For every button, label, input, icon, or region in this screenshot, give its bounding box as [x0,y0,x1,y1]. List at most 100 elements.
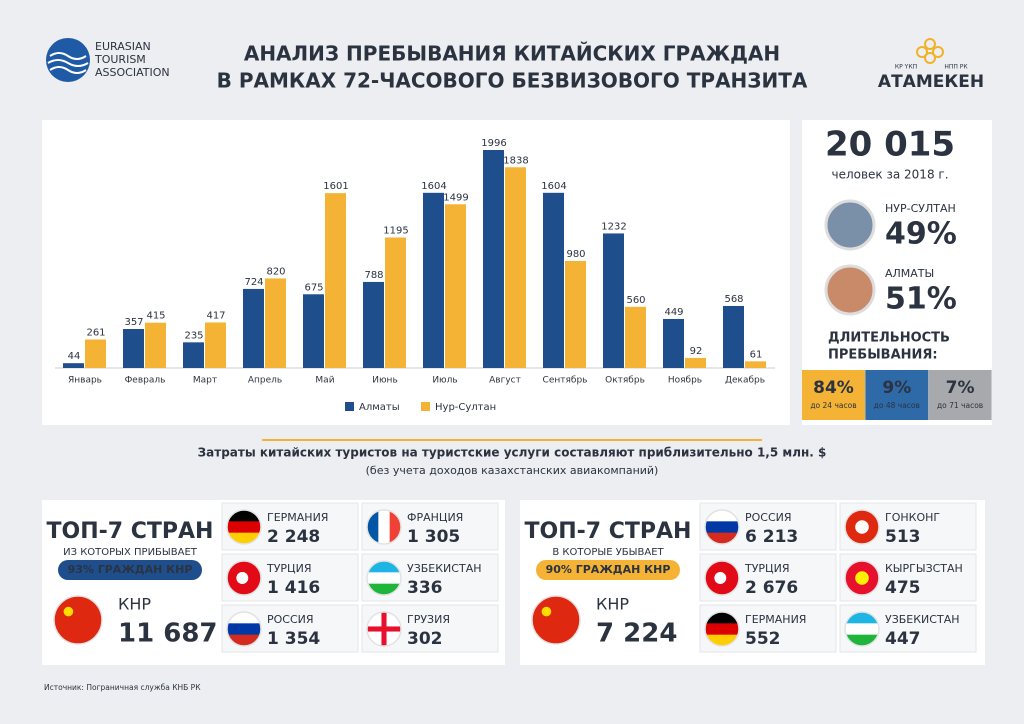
bar [445,204,466,368]
bar [685,357,706,368]
value-label: 1604 [421,181,446,192]
flag [227,612,261,646]
source: Источник: Пограничная служба КНБ РК [44,683,201,692]
duration-box [802,370,865,420]
value-label: 44 [68,351,81,362]
flag [227,510,261,544]
flag-stripe [705,532,739,544]
flag-stripe [367,572,401,585]
country-name: РОССИЯ [745,511,792,524]
flag-ring [366,560,402,596]
flag-ring [704,560,740,596]
flag-stripe [845,634,879,646]
country-name: ГЕРМАНИЯ [745,613,806,626]
flag [705,612,739,646]
flag-emblem [236,572,249,584]
chart-panel [42,120,790,425]
flag [845,612,879,646]
logo-text: ASSOCIATION [95,66,170,79]
logo-icon [46,38,90,82]
value-label: 417 [206,310,225,321]
total: 20 015 [825,125,955,165]
country-name: УЗБЕКИСТАН [885,613,960,626]
value-label: 1499 [443,192,468,203]
logo-small: НПП РК [944,64,968,71]
bar [565,260,586,368]
bar [325,193,346,368]
duration-box [865,370,929,420]
country-value: 475 [885,578,921,598]
flag [227,561,261,595]
x-tick-label: Август [489,376,521,386]
flag-stripe [705,612,739,624]
bar [243,288,264,368]
flag-emblem [855,520,869,534]
bar [85,339,106,368]
x-tick-label: Сентябрь [543,376,588,386]
flag-ring [366,611,402,647]
country-name: ГЕРМАНИЯ [267,511,328,524]
flag-emblem [714,572,727,584]
bar [363,281,384,368]
value-label: 415 [146,311,165,322]
badge [536,560,680,580]
country-value: 447 [885,629,921,649]
x-tick-label: Март [193,376,217,386]
bar [723,305,744,368]
flag-stripe [227,521,261,534]
flag-stripe [227,612,261,624]
flag [367,510,401,544]
badge-text: 93% ГРАЖДАН КНР [68,563,193,576]
country-value: 1 416 [267,578,320,598]
duration-label: до 48 часов [874,401,920,410]
bar [145,322,166,368]
bar [385,237,406,368]
bar [265,278,286,368]
flag-stripe [705,521,739,534]
panel-title: ТОП-7 СТРАН [525,519,692,544]
country-value: 2 248 [267,527,320,547]
flag-stripe [845,623,879,636]
country-name: ГРУЗИЯ [407,613,450,626]
x-tick-label: Октябрь [605,376,645,386]
value-label: 568 [724,294,743,305]
x-tick-label: Ноябрь [668,376,702,386]
country-value: 302 [407,629,443,649]
duration-value: 84% [813,378,854,398]
city-photo [824,199,876,251]
city-photo [824,264,876,316]
flag-stripe [845,612,879,624]
atameken-icon [916,38,944,64]
flag-ring [704,509,740,545]
flag-field [54,596,102,644]
value-label: 61 [750,349,763,360]
flag-ring [531,595,581,645]
x-tick-label: Декабрь [725,376,765,386]
country-value: 552 [745,629,781,649]
flag-ring [366,509,402,545]
bar [63,363,84,368]
flag-stripe [227,634,261,646]
flag-stripe [705,510,739,522]
duration-label: до 71 часов [937,401,983,410]
city-name: НУР-СУЛТАН [885,202,956,215]
flag [845,510,879,544]
value-label: 820 [266,266,285,277]
note-sub: (без учета доходов казахстанских авиаком… [366,464,659,477]
value-label: 235 [184,330,203,341]
country-name: РОССИЯ [267,613,314,626]
country-value: 513 [885,527,921,547]
panel-title: ТОП-7 СТРАН [47,519,214,544]
total-caption: человек за 2018 г. [831,168,948,182]
main-name: КНР [596,595,629,614]
city-name: АЛМАТЫ [885,267,934,280]
value-label: 1232 [601,221,626,232]
flag [54,596,102,644]
value-label: 560 [626,295,645,306]
flag-ring [226,560,262,596]
x-tick-label: Февраль [125,376,166,386]
flag-ring [226,509,262,545]
flag-stripe [367,561,401,573]
flag [532,596,580,644]
